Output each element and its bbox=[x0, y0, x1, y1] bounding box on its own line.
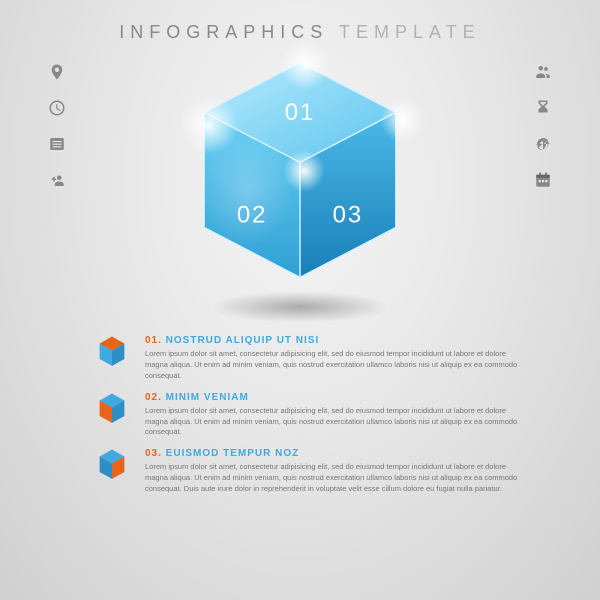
cube-face-left-label: 02 bbox=[237, 202, 267, 229]
mini-cube-icon bbox=[95, 392, 129, 439]
items-list: 01. NOSTRUD ALIQUIP UT NISI Lorem ipsum … bbox=[0, 335, 600, 495]
item-number: 03. bbox=[145, 448, 162, 459]
item-number: 02. bbox=[145, 392, 162, 403]
item-body: Lorem ipsum dolor sit amet, consectetur … bbox=[145, 406, 530, 439]
cube-face-right-label: 03 bbox=[333, 202, 363, 229]
mini-cube-icon bbox=[95, 448, 129, 495]
add-user-icon bbox=[48, 171, 66, 189]
cube-shadow bbox=[210, 291, 390, 323]
left-icon-column bbox=[48, 63, 66, 189]
header-word-2: TEMPLATE bbox=[339, 22, 481, 42]
people-icon bbox=[534, 63, 552, 81]
refresh-icon bbox=[534, 135, 552, 153]
calendar-icon bbox=[534, 171, 552, 189]
cube-face-top-label: 01 bbox=[285, 99, 315, 126]
item-title: 03. EUISMOD TEMPUR NOZ bbox=[145, 448, 530, 459]
main-cube: 01 02 03 bbox=[185, 55, 415, 290]
header-word-1: INFOGRAPHICS bbox=[119, 22, 328, 42]
cube-stage: 01 02 03 bbox=[0, 43, 600, 343]
item-body: Lorem ipsum dolor sit amet, consectetur … bbox=[145, 349, 530, 382]
pin-icon bbox=[48, 63, 66, 81]
list-item: 03. EUISMOD TEMPUR NOZ Lorem ipsum dolor… bbox=[95, 448, 530, 495]
item-body: Lorem ipsum dolor sit amet, consectetur … bbox=[145, 462, 530, 495]
list-item: 02. MINIM VENIAM Lorem ipsum dolor sit a… bbox=[95, 392, 530, 439]
list-icon bbox=[48, 135, 66, 153]
right-icon-column bbox=[534, 63, 552, 189]
page-title: INFOGRAPHICS TEMPLATE bbox=[0, 0, 600, 43]
hourglass-icon bbox=[534, 99, 552, 117]
clock-icon bbox=[48, 99, 66, 117]
item-title: 02. MINIM VENIAM bbox=[145, 392, 530, 403]
